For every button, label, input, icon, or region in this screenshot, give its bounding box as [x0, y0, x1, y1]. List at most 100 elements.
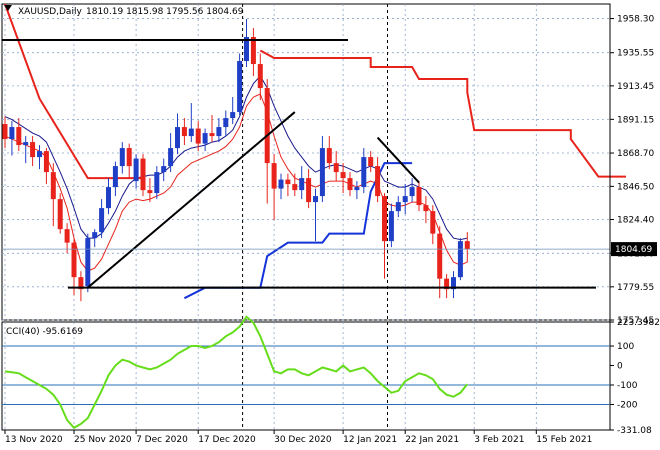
candle-bull — [230, 112, 236, 119]
candle-bear — [2, 124, 8, 140]
date-tick-label: 3 Feb 2021 — [474, 435, 524, 445]
price-tick-label: 1779.55 — [617, 283, 654, 293]
candle-bear — [416, 187, 422, 206]
candle-bull — [402, 196, 408, 203]
candle-bear — [430, 211, 436, 234]
drawn-lines — [2, 39, 610, 289]
candle-bear — [423, 205, 429, 212]
candle-bull — [299, 178, 305, 191]
candle-bear — [250, 37, 256, 65]
candle-bear — [257, 64, 263, 89]
candle-bear — [147, 190, 153, 194]
candle-bull — [354, 187, 360, 191]
ma-lower-line — [4, 93, 468, 272]
candle-bull — [106, 187, 111, 209]
candle-bear — [347, 178, 353, 191]
price-tick-label: 1846.50 — [617, 182, 654, 192]
candle-bear — [333, 163, 339, 173]
candle-bear — [71, 242, 77, 278]
cci-line — [4, 315, 469, 430]
candle-bear — [57, 199, 63, 230]
price-tick-label: 1824.40 — [617, 216, 654, 226]
candle-bull — [23, 142, 29, 146]
candle-bear — [43, 151, 49, 173]
candle-bull — [457, 241, 463, 278]
candle-bull — [133, 158, 139, 182]
cci-tick-label: -331.08 — [617, 426, 652, 436]
cci-tick-label: -200 — [617, 400, 638, 410]
candle-bear — [50, 172, 56, 200]
collapse-triangle-icon[interactable] — [4, 5, 12, 11]
price-tick-label: 1913.45 — [617, 82, 654, 92]
candle-bear — [140, 158, 146, 191]
candle-bear — [64, 229, 70, 243]
price-tick-label: 1757.45 — [617, 316, 654, 326]
candles — [2, 19, 470, 302]
candle-bull — [216, 127, 222, 137]
candle-bull — [85, 238, 91, 287]
candle-bear — [340, 172, 346, 179]
candle-bull — [319, 148, 325, 197]
price-badge — [611, 242, 657, 257]
date-tick-label: 17 Dec 2020 — [198, 435, 256, 445]
candle-bear — [368, 157, 374, 167]
candle-bear — [444, 278, 450, 290]
candle-bear — [195, 128, 201, 144]
candle-bear — [30, 142, 36, 158]
candle-bull — [37, 151, 42, 158]
candle-bull — [175, 127, 180, 149]
price-badge-label: 1804.69 — [615, 245, 652, 255]
cci-indicator — [2, 315, 610, 430]
price-tick-label: 1868.70 — [617, 149, 654, 159]
candle-bull — [92, 232, 98, 239]
candle-bear — [326, 148, 332, 164]
cci-panel — [1, 321, 611, 431]
candle-bull — [244, 37, 249, 62]
candle-bull — [99, 208, 105, 233]
candle-bull — [313, 196, 318, 203]
price-tick-label: 1935.55 — [617, 49, 654, 59]
date-tick-label: 25 Nov 2020 — [74, 435, 132, 445]
candle-bull — [388, 211, 394, 242]
candle-bull — [409, 187, 415, 197]
chart-ohlc: 1810.19 1815.98 1795.56 1804.69 — [86, 7, 244, 17]
candle-bull — [9, 127, 15, 140]
candle-bear — [16, 127, 22, 146]
candle-bear — [264, 88, 270, 164]
candle-bull — [188, 128, 194, 137]
cci-title: CCI(40) -95.6169 — [6, 327, 83, 337]
candle-bull — [451, 277, 456, 290]
candle-bear — [375, 166, 381, 197]
candle-bull — [168, 148, 174, 167]
candle-bear — [382, 196, 387, 242]
candle-bull — [395, 202, 401, 212]
candle-bull — [361, 157, 367, 188]
candle-bear — [464, 241, 470, 250]
candle-bear — [437, 233, 443, 279]
moving-averages — [4, 75, 468, 272]
cci-tick-label: -100 — [617, 381, 638, 391]
candle-bull — [112, 166, 118, 188]
date-tick-label: 30 Dec 2020 — [274, 435, 332, 445]
candle-bear — [181, 127, 187, 137]
candle-bear — [292, 184, 298, 191]
candle-bear — [126, 148, 132, 167]
price-tick-label: 1891.15 — [617, 115, 654, 125]
candle-bear — [271, 163, 277, 189]
stop-line-red — [259, 49, 626, 178]
candle-bull — [154, 172, 160, 194]
date-tick-label: 12 Jan 2021 — [343, 435, 397, 445]
uptrend-line — [87, 111, 296, 289]
cci-tick-label: 100 — [617, 342, 634, 352]
candle-bear — [78, 277, 84, 290]
candle-bear — [306, 178, 312, 203]
price-tick-label: 1958.30 — [617, 15, 654, 25]
candle-bull — [202, 133, 208, 144]
cci-tick-label: 0 — [617, 362, 623, 372]
candle-bull — [237, 61, 243, 113]
date-tick-label: 13 Nov 2020 — [5, 435, 63, 445]
date-tick-label: 7 Dec 2020 — [136, 435, 188, 445]
candle-bull — [119, 148, 125, 167]
